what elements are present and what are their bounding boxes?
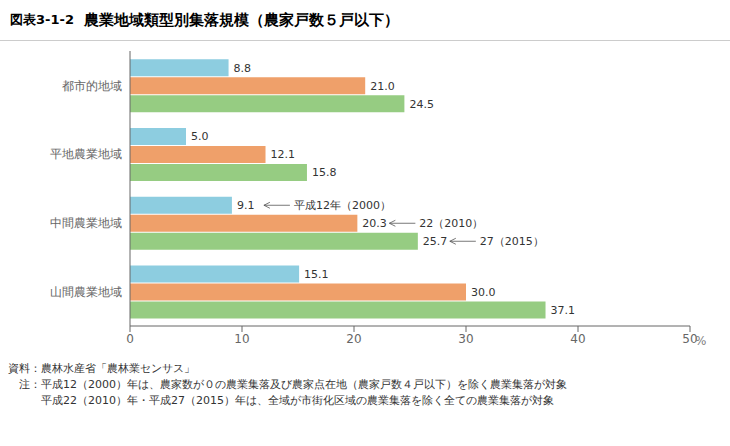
html-text:平成22（2010）年・平成27（2015）年は、全域が市街: 平成22（2010）年・平成27（2015）年は、全域が市街化区域の農業集落を除… xyxy=(8,394,554,407)
svg-text:8.8: 8.8 xyxy=(234,62,252,75)
svg-text:15.1: 15.1 xyxy=(304,268,329,281)
svg-text:12.1: 12.1 xyxy=(271,148,296,161)
html-text:農業地域類型別集落規模（農家戸数５戸以下）: 農業地域類型別集落規模（農家戸数５戸以下） xyxy=(83,10,399,29)
svg-text:平成12年（2000）: 平成12年（2000） xyxy=(294,199,391,212)
svg-text:0: 0 xyxy=(126,332,134,346)
svg-text:30.0: 30.0 xyxy=(471,286,496,299)
svg-text:25.7: 25.7 xyxy=(423,235,448,248)
html-text:図表3-1-2: 図表3-1-2 xyxy=(10,12,74,27)
html-text:資料：農林水産省「農林業センサス」: 資料：農林水産省「農林業センサス」 xyxy=(8,362,195,375)
svg-text:24.5: 24.5 xyxy=(409,98,434,111)
svg-text:5.0: 5.0 xyxy=(191,130,209,143)
svg-text:都市的地域: 都市的地域 xyxy=(62,79,122,93)
svg-text:20.3: 20.3 xyxy=(362,217,387,230)
svg-text:15.8: 15.8 xyxy=(312,166,337,179)
svg-text:9.1: 9.1 xyxy=(237,199,255,212)
html-text:注：平成12（2000）年は、農家数が０の農業集落及び農家点: 注：平成12（2000）年は、農家数が０の農業集落及び農家点在地（農家戸数４戸以… xyxy=(8,378,567,391)
svg-text:40: 40 xyxy=(570,332,585,346)
svg-text:%: % xyxy=(695,334,706,348)
svg-text:平地農業地域: 平地農業地域 xyxy=(50,147,122,161)
svg-text:22（2010）: 22（2010） xyxy=(419,217,483,230)
svg-text:30: 30 xyxy=(458,332,473,346)
svg-text:10: 10 xyxy=(234,332,249,346)
svg-text:20: 20 xyxy=(346,332,361,346)
svg-text:50: 50 xyxy=(682,331,698,346)
svg-text:21.0: 21.0 xyxy=(370,80,395,93)
svg-text:山間農業地域: 山間農業地域 xyxy=(50,285,122,299)
svg-text:27（2015）: 27（2015） xyxy=(480,235,544,248)
svg-text:37.1: 37.1 xyxy=(551,304,576,317)
svg-text:中間農業地域: 中間農業地域 xyxy=(50,216,122,230)
